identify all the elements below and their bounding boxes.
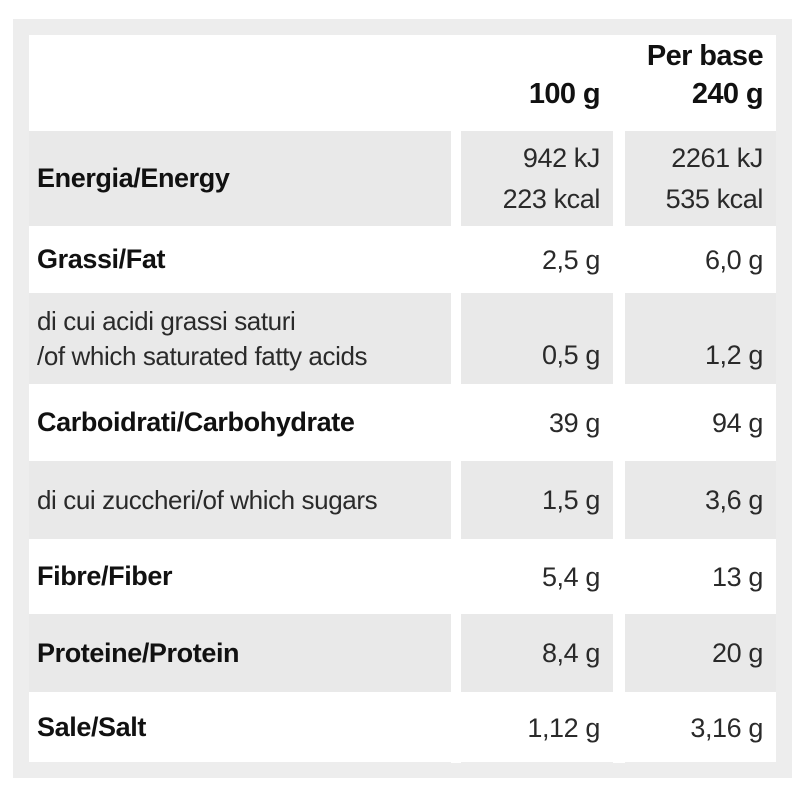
value-line: 13 g bbox=[712, 561, 763, 592]
value-protein-per-base: 20 g bbox=[625, 614, 776, 692]
value-sugars-per-base: 3,6 g bbox=[625, 461, 776, 539]
row-label-fiber: Fibre/Fiber bbox=[29, 539, 451, 614]
value-salt-100g: 1,12 g bbox=[461, 692, 613, 763]
column-gutter bbox=[613, 461, 625, 539]
value-line-kcal: 223 kcal bbox=[502, 184, 601, 215]
value-carbohydrate-100g: 39 g bbox=[461, 384, 613, 461]
column-gutter bbox=[613, 131, 625, 226]
row-label-text: Fibre/Fiber bbox=[37, 561, 173, 591]
value-carbohydrate-per-base: 94 g bbox=[625, 384, 776, 461]
value-salt-per-base: 3,16 g bbox=[625, 692, 776, 763]
nutrition-table: 100 g Per base 240 g Energia/Energy 942 … bbox=[29, 35, 776, 763]
column-gutter bbox=[451, 461, 461, 539]
value-line-kj: 2261 kJ bbox=[671, 142, 763, 173]
value-line: 2,5 g bbox=[541, 244, 600, 275]
value-line: 5,4 g bbox=[541, 561, 600, 592]
row-label-saturated-fat: di cui acidi grassi saturi /of which sat… bbox=[29, 293, 451, 384]
column-gutter bbox=[613, 692, 625, 763]
value-energy-per-base: 2261 kJ 535 kcal bbox=[625, 131, 776, 226]
column-header-per-base-line2: 240 g bbox=[691, 78, 764, 110]
value-line: 6,0 g bbox=[704, 244, 763, 275]
column-gutter bbox=[613, 384, 625, 461]
column-gutter bbox=[451, 131, 461, 226]
value-line: 0,5 g bbox=[541, 340, 600, 370]
row-label-carbohydrate: Carboidrati/Carbohydrate bbox=[29, 384, 451, 461]
row-label-text: di cui zuccheri/of which sugars bbox=[37, 484, 378, 515]
row-label-fat: Grassi/Fat bbox=[29, 226, 451, 293]
row-label-text: Proteine/Protein bbox=[37, 637, 240, 668]
column-gutter bbox=[451, 539, 461, 614]
column-gutter bbox=[451, 226, 461, 293]
value-line: 3,16 g bbox=[690, 712, 763, 743]
value-energy-100g: 942 kJ 223 kcal bbox=[461, 131, 613, 226]
header-empty-cell bbox=[29, 35, 451, 131]
column-gutter bbox=[613, 293, 625, 384]
column-header-per-base: Per base 240 g bbox=[625, 35, 776, 131]
value-line-kj: 942 kJ bbox=[522, 142, 601, 173]
value-fat-per-base: 6,0 g bbox=[625, 226, 776, 293]
column-gutter bbox=[613, 614, 625, 692]
value-saturated-fat-100g: 0,5 g bbox=[461, 293, 613, 384]
row-label-text: Energia/Energy bbox=[37, 163, 230, 193]
value-line: 8,4 g bbox=[541, 638, 600, 668]
row-label-salt: Sale/Salt bbox=[29, 692, 451, 763]
column-header-100g: 100 g bbox=[461, 35, 613, 131]
value-fiber-100g: 5,4 g bbox=[461, 539, 613, 614]
value-fat-100g: 2,5 g bbox=[461, 226, 613, 293]
row-label-sugars: di cui zuccheri/of which sugars bbox=[29, 461, 451, 539]
column-gutter bbox=[451, 293, 461, 384]
value-protein-100g: 8,4 g bbox=[461, 614, 613, 692]
value-line: 1,5 g bbox=[541, 485, 600, 515]
value-fiber-per-base: 13 g bbox=[625, 539, 776, 614]
value-line: 39 g bbox=[549, 407, 600, 438]
column-gutter bbox=[613, 539, 625, 614]
row-label-text-line1: di cui acidi grassi saturi bbox=[37, 305, 296, 336]
row-label-protein: Proteine/Protein bbox=[29, 614, 451, 692]
value-line: 94 g bbox=[712, 407, 763, 438]
column-gutter bbox=[613, 226, 625, 293]
nutrition-facts-card: 100 g Per base 240 g Energia/Energy 942 … bbox=[13, 19, 792, 778]
column-header-100g-label: 100 g bbox=[528, 78, 601, 110]
value-line: 20 g bbox=[712, 638, 763, 668]
value-sugars-100g: 1,5 g bbox=[461, 461, 613, 539]
value-line: 1,12 g bbox=[527, 712, 600, 743]
value-line: 1,2 g bbox=[704, 340, 763, 370]
value-line-kcal: 535 kcal bbox=[665, 184, 764, 215]
row-label-text: Sale/Salt bbox=[37, 712, 146, 742]
row-label-text: Carboidrati/Carbohydrate bbox=[37, 407, 355, 437]
row-label-energy: Energia/Energy bbox=[29, 131, 451, 226]
value-saturated-fat-per-base: 1,2 g bbox=[625, 293, 776, 384]
column-gutter bbox=[613, 35, 625, 131]
column-gutter bbox=[451, 35, 461, 131]
column-header-per-base-line1: Per base bbox=[646, 40, 764, 72]
column-gutter bbox=[451, 692, 461, 763]
column-gutter bbox=[451, 614, 461, 692]
row-label-text: Grassi/Fat bbox=[37, 244, 166, 274]
row-label-text-line2: /of which saturated fatty acids bbox=[37, 340, 368, 371]
value-line: 3,6 g bbox=[704, 485, 763, 515]
column-gutter bbox=[451, 384, 461, 461]
